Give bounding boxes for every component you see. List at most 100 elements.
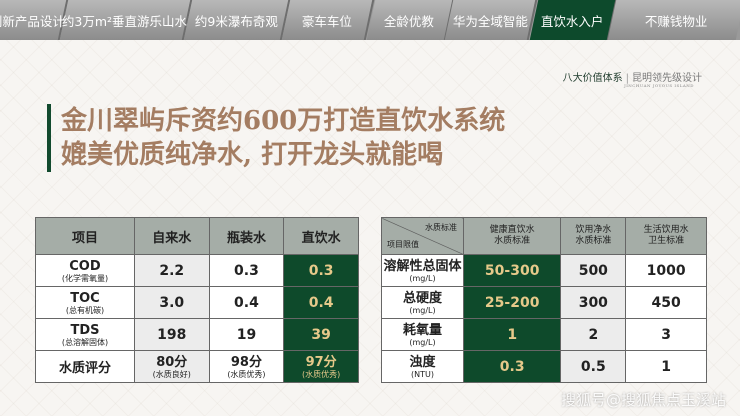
tab-label: 约9米瀑布奇观	[194, 13, 278, 29]
brand-main: 八大价值体系	[562, 73, 623, 84]
row-name: TDS	[70, 323, 100, 338]
cell: 198	[133, 318, 210, 351]
nav-tabs: 创新产品设计 约3万m²垂直游乐山水 约9米瀑布奇观 豪车车位 全龄优教 华为全…	[0, 0, 740, 40]
row-unit: (mg/L)	[409, 338, 436, 347]
cell: 80分 (水质良好)	[133, 350, 210, 383]
tab-direct-water[interactable]: 直饮水入户	[529, 0, 617, 40]
row-unit: (mg/L)	[409, 274, 436, 283]
header-line: 水质标准	[494, 236, 531, 246]
row-name: 浊度	[409, 355, 436, 370]
cell-highlight: 25-200	[462, 286, 562, 319]
table-row: COD (化学需氧量) 2.2 0.3 0.3	[35, 254, 359, 287]
header-cell: 瓶装水	[208, 217, 285, 255]
cell: 19	[208, 318, 285, 351]
table-row: 浊度 (NTU) 0.3 0.5 1	[381, 350, 707, 383]
row-name: COD	[69, 259, 101, 274]
header-line: 健康直饮水	[489, 225, 535, 235]
table-row-score: 水质评分 80分 (水质良好) 98分 (水质优秀) 97分 (水质优秀)	[35, 350, 359, 383]
header-line: 生活饮用水	[643, 225, 689, 235]
tab-label: 全龄优教	[383, 13, 434, 29]
row-note: (化学需氧量)	[61, 274, 109, 283]
tab-education[interactable]: 全龄优教	[366, 0, 454, 40]
corner-top: 水质标准	[425, 223, 457, 232]
header-cell: 饮用净水 水质标准	[560, 217, 627, 255]
tab-innovation[interactable]: 创新产品设计	[0, 0, 69, 40]
table-row: TOC (总有机碳) 3.0 0.4 0.4	[35, 286, 359, 319]
row-label: 浊度 (NTU)	[381, 350, 464, 383]
cell: 1	[625, 350, 707, 383]
header-line: 水质标准	[575, 236, 612, 246]
tab-landscape[interactable]: 约3万m²垂直游乐山水	[59, 0, 193, 40]
score-value: 98分	[230, 355, 262, 370]
cell-highlight: 97分 (水质优秀)	[283, 350, 359, 383]
cell-highlight: 0.4	[283, 286, 359, 319]
tab-label: 不赚钱物业	[644, 13, 708, 29]
cell-highlight: 1	[462, 318, 562, 351]
cell: 450	[625, 286, 707, 319]
header-cell: 生活饮用水 卫生标准	[625, 217, 707, 255]
score-note: (水质优秀)	[227, 370, 266, 379]
corner-bottom: 项目限值	[387, 240, 419, 249]
cell: 500	[560, 254, 627, 287]
row-label: 溶解性总固体 (mg/L)	[381, 254, 464, 287]
score-note: (水质良好)	[152, 370, 191, 379]
brand-sub: 昆明领先级设计	[632, 73, 702, 84]
table-row: 总硬度 (mg/L) 25-200 300 450	[381, 286, 707, 319]
row-name: 总硬度	[402, 291, 442, 306]
tab-smart-home[interactable]: 华为全域智能	[445, 0, 539, 40]
cell: 0.3	[208, 254, 285, 287]
cell: 3.0	[133, 286, 210, 319]
cell: 2	[560, 318, 627, 351]
watermark: 搜狐号@搜狐焦点玉溪站	[560, 391, 726, 409]
row-note: (总有机碳)	[65, 306, 105, 315]
corner-cell: 水质标准 项目限值	[381, 217, 464, 255]
cell-highlight: 39	[283, 318, 359, 351]
score-note: (水质优秀)	[302, 370, 341, 379]
row-label: COD (化学需氧量)	[35, 254, 135, 287]
row-name: 耗氧量	[402, 323, 442, 338]
page-title: 金川翠屿斥资约600万打造直饮水系统 媲美优质纯净水, 打开龙头就能喝	[47, 104, 505, 172]
cell-highlight: 50-300	[462, 254, 562, 287]
cell: 2.2	[133, 254, 210, 287]
row-name: TOC	[70, 291, 100, 306]
row-label: 水质评分	[35, 350, 135, 383]
cell: 98分 (水质优秀)	[208, 350, 285, 383]
tab-label: 华为全域智能	[453, 13, 529, 29]
tab-parking[interactable]: 豪车车位	[281, 0, 375, 40]
header-cell: 自来水	[133, 217, 210, 255]
cell: 3	[625, 318, 707, 351]
table-row: 耗氧量 (mg/L) 1 2 3	[381, 318, 707, 351]
row-label: TOC (总有机碳)	[35, 286, 135, 319]
tab-property[interactable]: 不赚钱物业	[608, 0, 740, 40]
cell: 0.5	[560, 350, 627, 383]
row-name: 溶解性总固体	[383, 259, 462, 274]
tab-label: 约3万m²垂直游乐山水	[62, 13, 188, 29]
brand-english: JINCHUAN JOYOUS ISLAND	[624, 83, 694, 88]
header-line: 饮用净水	[575, 225, 612, 235]
tab-waterfall[interactable]: 约9米瀑布奇观	[183, 0, 291, 40]
score-value: 80分	[156, 355, 188, 370]
title-line-2: 媲美优质纯净水, 打开龙头就能喝	[61, 140, 444, 170]
row-note: (总溶解固体)	[61, 338, 109, 347]
header-line: 卫生标准	[648, 236, 685, 246]
score-value: 97分	[305, 355, 337, 370]
row-unit: (mg/L)	[409, 306, 436, 315]
row-unit: (NTU)	[411, 370, 434, 379]
table-row: 溶解性总固体 (mg/L) 50-300 500 1000	[381, 254, 707, 287]
tab-label: 创新产品设计	[0, 13, 65, 29]
tab-label: 直饮水入户	[540, 13, 604, 29]
header-cell: 直饮水	[283, 217, 359, 255]
row-label: 耗氧量 (mg/L)	[381, 318, 464, 351]
brand-separator: |	[625, 73, 629, 84]
title-line-1: 金川翠屿斥资约600万打造直饮水系统	[61, 106, 506, 136]
comparison-table: 项目 自来水 瓶装水 直饮水 COD (化学需氧量) 2.2 0.3 0.3 TO…	[35, 217, 359, 383]
header-cell: 项目	[35, 217, 135, 255]
table-row: TDS (总溶解固体) 198 19 39	[35, 318, 359, 351]
cell-highlight: 0.3	[283, 254, 359, 287]
brand-tagline: 八大价值体系 | 昆明领先级设计 JINCHUAN JOYOUS ISLAND	[562, 69, 702, 88]
cell-highlight: 0.3	[462, 350, 562, 383]
cell: 0.4	[208, 286, 285, 319]
header-cell: 健康直饮水 水质标准	[462, 217, 562, 255]
cell: 1000	[625, 254, 707, 287]
row-label: 总硬度 (mg/L)	[381, 286, 464, 319]
